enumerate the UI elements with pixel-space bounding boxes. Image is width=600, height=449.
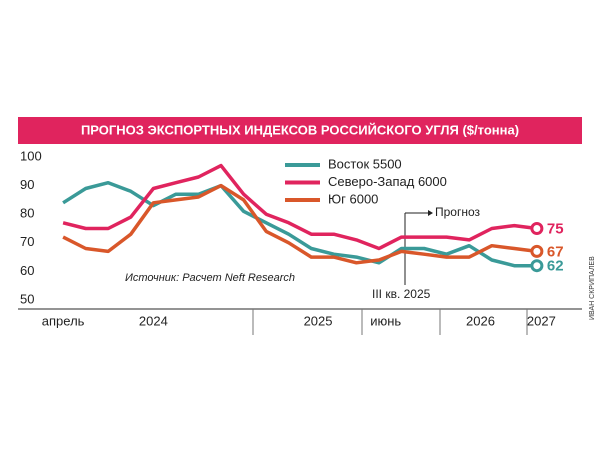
legend-label: Восток 5500 <box>328 156 402 171</box>
arrow-head <box>428 210 433 216</box>
end-marker <box>530 222 544 235</box>
legend-label: Юг 6000 <box>328 191 378 206</box>
y-tick-label: 80 <box>20 206 34 221</box>
title-banner <box>18 117 582 144</box>
series-line <box>62 183 538 265</box>
x-tick-label: 2026 <box>466 313 495 328</box>
author: ИВАН СКРИПАЛЕВ <box>589 256 596 320</box>
quarter-label: III кв. 2025 <box>372 287 431 301</box>
end-label: 75 <box>547 220 564 237</box>
y-tick-label: 70 <box>20 234 34 249</box>
x-tick-label: 2024 <box>139 313 168 328</box>
chart-title: ПРОГНОЗ ЭКСПОРТНЫХ ИНДЕКСОВ РОССИЙСКОГО … <box>81 122 519 137</box>
y-tick-label: 90 <box>20 177 34 192</box>
y-tick-label: 100 <box>20 148 42 163</box>
y-tick-label: 60 <box>20 263 34 278</box>
x-tick-label: 2027 <box>527 313 556 328</box>
source-note: Источник: Расчет Neft Research <box>125 272 295 284</box>
end-label: 67 <box>547 243 564 260</box>
x-tick-label: 2025 <box>304 313 333 328</box>
end-marker <box>530 244 544 258</box>
y-tick-label: 50 <box>20 291 34 306</box>
forecast-label: Прогноз <box>435 205 481 219</box>
end-marker <box>530 259 544 273</box>
series-line <box>62 163 538 251</box>
x-tick-label: июнь <box>370 313 401 328</box>
end-label: 62 <box>547 258 564 275</box>
x-tick-label: апрель <box>42 313 85 328</box>
legend-label: Северо-Запад 6000 <box>328 174 447 189</box>
series-line <box>62 180 537 268</box>
